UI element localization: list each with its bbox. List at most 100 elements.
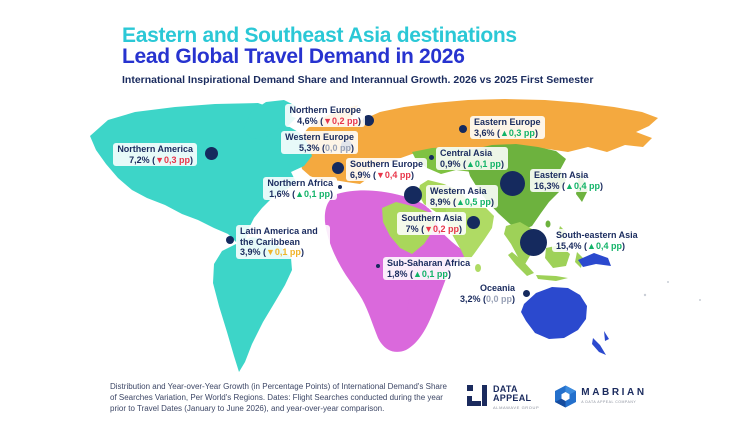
data-appeal-logo: DATA APPEAL ALMAWAVE GROUP xyxy=(467,385,539,410)
data-appeal-line2: APPEAL xyxy=(493,393,532,403)
share-value: 3,6% xyxy=(474,127,495,138)
demand-dot-south-eastern-asia xyxy=(519,228,547,256)
paren: ( xyxy=(559,180,566,191)
map-region-south-america xyxy=(213,237,292,372)
region-label-latin-america: Latin America and the Caribbean 3,9% (▼0… xyxy=(236,225,330,259)
data-appeal-sub: ALMAWAVE GROUP xyxy=(493,405,540,410)
region-name: Oceania xyxy=(479,283,515,293)
region-stat: 1,6% (▲0,1 pp) xyxy=(267,189,333,200)
paren: ( xyxy=(407,268,414,279)
paren: ) xyxy=(459,223,462,234)
paren: ( xyxy=(460,158,467,169)
paren: ) xyxy=(447,268,451,279)
growth-value: ▼0,1 pp xyxy=(266,247,301,257)
region-label-oceania: Oceania 3,2% (0,0 pp) xyxy=(455,282,519,305)
growth-value: ▲0,5 pp xyxy=(456,196,491,207)
island-speck xyxy=(699,299,701,301)
paren: ) xyxy=(512,293,515,304)
methodology-note: Distribution and Year-over-Year Growth (… xyxy=(110,382,447,413)
region-stat: 16,3% (▲0,4 pp) xyxy=(534,181,603,192)
growth-value: ▼0,2 pp xyxy=(323,115,358,126)
region-label-sub-saharan-africa: Sub-Saharan Africa 1,8% (▲0,1 pp) xyxy=(383,257,475,280)
map-region-greenland xyxy=(243,100,296,139)
share-value: 4,6% xyxy=(297,115,318,126)
region-stat: 0,9% (▲0,1 pp) xyxy=(440,159,504,170)
map-region-taiwan xyxy=(545,220,551,228)
growth-value: ▲0,1 pp xyxy=(413,268,448,279)
paren: ) xyxy=(621,240,625,251)
paren: ( xyxy=(581,240,588,251)
region-name: Eastern Asia xyxy=(534,170,589,180)
mabrian-icon xyxy=(555,385,577,408)
paren: ( xyxy=(480,293,486,304)
page-subtitle: International Inspirational Demand Share… xyxy=(122,74,594,86)
share-value: 3,2% xyxy=(459,293,481,304)
region-label-western-europe: Western Europe 5,3% (0,0 pp) xyxy=(281,131,358,154)
region-label-south-eastern-asia: South-eastern Asia 15,4% (▲0,4 pp) xyxy=(552,229,642,252)
map-region-madagascar xyxy=(407,285,421,315)
paren: ( xyxy=(418,223,425,234)
paren: ) xyxy=(500,158,504,169)
region-name: Northern Africa xyxy=(267,178,333,188)
share-value: 8,9% xyxy=(430,196,451,207)
map-region-new-zealand xyxy=(592,331,609,355)
growth-value: ▼0,2 pp xyxy=(424,223,459,234)
growth-value: ▼0,4 pp xyxy=(376,169,411,180)
paren: ( xyxy=(494,127,501,138)
share-value: 6,9% xyxy=(350,169,371,180)
share-value: 5,3% xyxy=(298,142,320,153)
logos: DATA APPEAL ALMAWAVE GROUP MABRIAN A DAT… xyxy=(467,385,647,410)
map-region-north-america xyxy=(90,103,312,252)
region-stat: 8,9% (▲0,5 pp) xyxy=(430,197,494,208)
paren: ( xyxy=(370,169,377,180)
paren: ( xyxy=(450,196,457,207)
region-stat: 3,2% (0,0 pp) xyxy=(460,294,515,305)
region-stat: 6,9% (▼0,4 pp) xyxy=(350,170,423,181)
region-name: Western Asia xyxy=(430,186,487,196)
map-region-sri-lanka xyxy=(475,264,481,272)
growth-value: ▲0,4 pp xyxy=(587,240,622,251)
region-label-northern-america: Northern America 7,2% (▼0,3 pp) xyxy=(113,143,197,166)
region-stat: 4,6% (▼0,2 pp) xyxy=(289,116,361,127)
demand-dot-oceania xyxy=(522,289,530,297)
region-stat: 7% (▼0,2 pp) xyxy=(401,224,462,235)
growth-value: ▲0,1 pp xyxy=(295,188,330,199)
region-name: Sub-Saharan Africa xyxy=(387,258,471,268)
paren: ( xyxy=(260,247,267,257)
map-region-java xyxy=(536,275,568,281)
region-label-southern-asia: Southern Asia 7% (▼0,2 pp) xyxy=(397,212,466,235)
paren: ) xyxy=(190,154,193,165)
region-stat: 15,4% (▲0,4 pp) xyxy=(556,241,638,252)
growth-value: 0,0 pp xyxy=(324,142,351,153)
region-label-western-asia: Western Asia 8,9% (▲0,5 pp) xyxy=(426,185,498,208)
paren: ) xyxy=(330,188,333,199)
island-speck xyxy=(643,293,647,297)
paren: ( xyxy=(317,115,324,126)
region-name: Western Europe xyxy=(285,132,354,142)
demand-dot-central-asia xyxy=(428,154,434,160)
demand-dot-northern-america xyxy=(204,146,218,160)
data-appeal-text: DATA APPEAL ALMAWAVE GROUP xyxy=(493,385,540,411)
paren: ) xyxy=(490,196,494,207)
region-label-eastern-europe: Eastern Europe 3,6% (▲0,3 pp) xyxy=(470,116,545,139)
mabrian-sub: A DATA APPEAL COMPANY xyxy=(581,399,637,404)
growth-value: ▲0,4 pp xyxy=(565,180,600,191)
share-value: 16,3% xyxy=(534,180,560,191)
demand-dot-sub-saharan-africa xyxy=(376,264,380,268)
demand-dot-eastern-europe xyxy=(459,125,467,133)
demand-dot-northern-europe xyxy=(362,114,374,126)
island-speck xyxy=(667,281,669,283)
mabrian-name: MABRIAN xyxy=(581,387,647,398)
paren: ) xyxy=(599,180,603,191)
growth-value: ▼0,3 pp xyxy=(155,154,190,165)
region-name: Southern Asia xyxy=(401,213,462,223)
map-region-sumatra xyxy=(508,252,534,276)
share-value: 1,8% xyxy=(387,268,408,279)
region-label-southern-europe: Southern Europe 6,9% (▼0,4 pp) xyxy=(346,158,428,181)
paren: ) xyxy=(358,115,361,126)
region-stat: 3,9% (▼0,1 pp) xyxy=(240,247,326,258)
region-name: Latin America and the Caribbean xyxy=(240,226,318,247)
share-value: 15,4% xyxy=(556,240,582,251)
